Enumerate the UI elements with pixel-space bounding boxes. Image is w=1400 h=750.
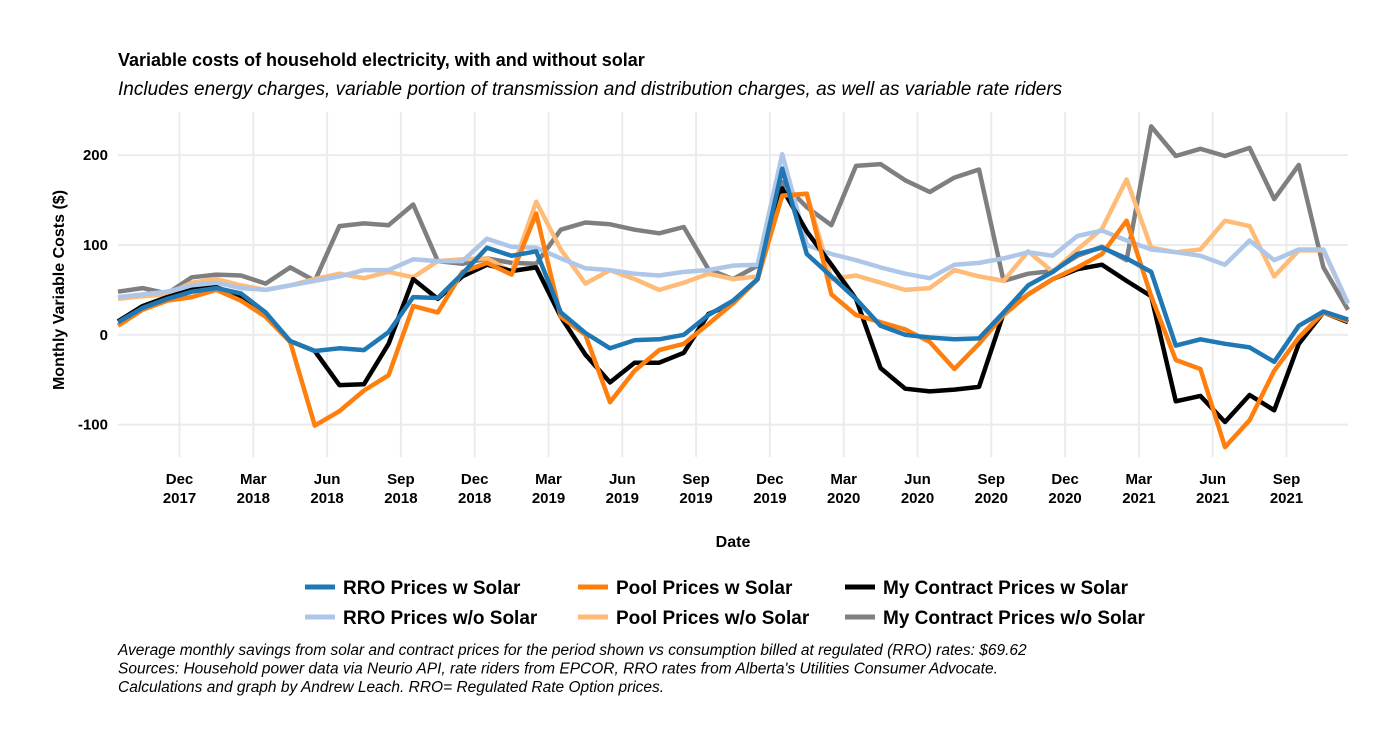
y-tick-label: -100 [78, 417, 108, 434]
legend-label: Pool Prices w/o Solar [616, 608, 810, 629]
x-tick-label: Mar 2019 [532, 471, 565, 507]
x-tick-label: Mar 2021 [1122, 471, 1155, 507]
x-tick-label: Sep 2018 [384, 471, 417, 507]
x-tick-label: Jun 2018 [310, 471, 343, 507]
lines [116, 124, 1351, 450]
y-tick-label: 0 [100, 327, 108, 344]
x-tick-label: Dec 2017 [163, 471, 196, 507]
x-tick-label: Dec 2020 [1048, 471, 1081, 507]
y-tick-label: 200 [83, 147, 108, 164]
x-tick-label: Jun 2019 [606, 471, 639, 507]
caption: Average monthly savings from solar and c… [117, 642, 1027, 659]
x-tick-label: Dec 2018 [458, 471, 491, 507]
x-tick-label: Sep 2020 [975, 471, 1008, 507]
legend-label: RRO Prices w/o Solar [343, 608, 538, 629]
x-tick-label: Dec 2019 [753, 471, 786, 507]
y-tick-label: 100 [83, 237, 108, 254]
legend-label: Pool Prices w Solar [616, 578, 793, 599]
chart-subtitle: Includes energy charges, variable portio… [118, 79, 1063, 100]
series-line [116, 191, 1349, 450]
chart-title: Variable costs of household electricity,… [118, 50, 645, 70]
series-line [116, 166, 1349, 365]
legend-label: RRO Prices w Solar [343, 578, 521, 599]
x-tick-label: Sep 2019 [679, 471, 712, 507]
caption: Sources: Household power data via Neurio… [118, 661, 998, 678]
x-tick-label: Mar 2020 [827, 471, 860, 507]
x-tick-label: Sep 2021 [1270, 471, 1303, 507]
series-line [117, 151, 1351, 305]
y-axis-title: Monthly Variable Costs ($) [51, 190, 68, 390]
x-axis-title: Date [716, 534, 751, 551]
x-tick-label: Mar 2018 [237, 471, 270, 507]
x-tick-label: Jun 2021 [1196, 471, 1229, 507]
legend-label: My Contract Prices w Solar [883, 578, 1129, 599]
caption: Calculations and graph by Andrew Leach. … [118, 679, 664, 696]
x-tick-label: Jun 2020 [901, 471, 934, 507]
legend-label: My Contract Prices w/o Solar [883, 608, 1145, 629]
